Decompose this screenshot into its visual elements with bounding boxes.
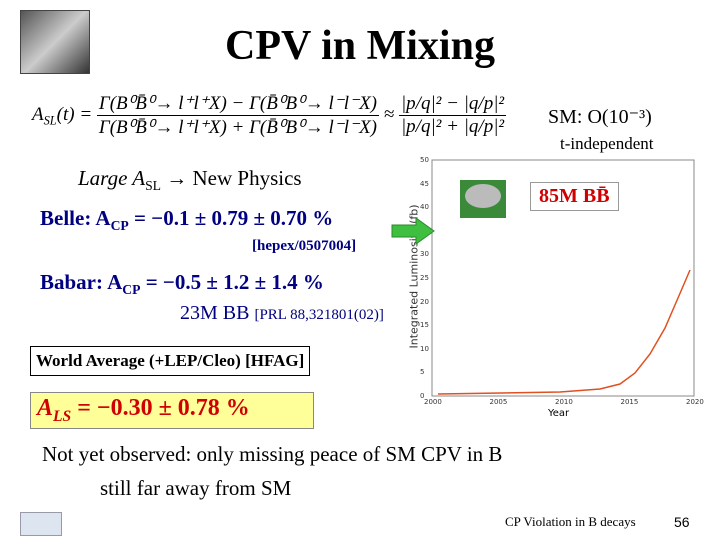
sm-note: t-independent — [560, 134, 654, 153]
result: ALS = −0.30 ± 0.78 % — [30, 392, 314, 429]
numerator: Γ(B⁰B̄⁰→ l⁺l⁺X) − Γ(B̄⁰B⁰→ l⁻l⁻X) — [96, 93, 380, 116]
babar: Babar: ACP = −0.5 ± 1.2 ± 1.4 % — [40, 270, 324, 298]
badge: 85M BB̄ — [530, 182, 619, 211]
plot-x-label: Year — [548, 408, 570, 419]
y-tick-label: 50 — [420, 156, 429, 164]
footer-text: CP Violation in B decays — [505, 514, 636, 529]
y-tick-label: 20 — [420, 297, 429, 306]
y-tick-label: 10 — [420, 344, 429, 353]
result-label: A — [37, 395, 54, 421]
babar-sample-text: 23M BB — [180, 302, 250, 324]
y-tick-label: 0 — [420, 392, 425, 400]
babar-label: Babar: A — [40, 270, 123, 294]
belle-value: = −0.1 ± 0.79 ± 0.70 % — [128, 206, 334, 230]
fraction: Γ(B⁰B̄⁰→ l⁺l⁺X) − Γ(B̄⁰B⁰→ l⁻l⁻X) Γ(B⁰B̄⁰… — [96, 92, 380, 139]
belle-label: Belle: A — [40, 206, 111, 230]
luminosity-curve — [437, 269, 691, 395]
y-tick-label: 45 — [420, 179, 429, 188]
arrow — [391, 217, 435, 245]
ratio-denominator: |p/q|² + |q/p|² — [400, 116, 505, 137]
large-rest: → New Physics — [161, 166, 302, 190]
x-tick-label: 2015 — [620, 398, 639, 406]
babar-ref: [PRL 88,321801(02)] — [254, 307, 384, 323]
large-a: Large A — [78, 166, 146, 190]
conclusion-1: Not yet observed: only missing peace of … — [42, 442, 503, 466]
belle-ref: [hepex/0507004] — [252, 238, 357, 254]
babar-value: = −0.5 ± 1.2 ± 1.4 % — [140, 270, 324, 294]
result-sub: LS — [53, 407, 72, 425]
formula: ASL(t) = Γ(B⁰B̄⁰→ l⁺l⁺X) − Γ(B̄⁰B⁰→ l⁻l⁻… — [32, 92, 507, 139]
babar-sub: CP — [122, 282, 141, 298]
x-tick-label: 2005 — [489, 398, 508, 406]
y-tick-label: 15 — [420, 321, 429, 330]
mascot-body — [465, 184, 501, 208]
belle: Belle: ACP = −0.1 ± 0.79 ± 0.70 % — [40, 206, 333, 234]
x-tick-label: 2020 — [686, 398, 704, 406]
babar-sample: 23M BB [PRL 88,321801(02)] — [180, 302, 384, 325]
ratio-numerator: |p/q|² − |q/p|² — [398, 93, 507, 116]
belle-sub: CP — [110, 218, 129, 234]
y-tick-label: 5 — [420, 368, 425, 377]
world-average: World Average (+LEP/Cleo) [HFAG] — [30, 346, 311, 376]
formula-lhs: A — [32, 103, 44, 125]
formula-lhs-arg: (t) = — [56, 103, 93, 125]
x-tick-label: 2000 — [424, 398, 442, 406]
result-value: = −0.30 ± 0.78 % — [71, 395, 250, 421]
approx: ≈ — [383, 103, 395, 125]
formula-lhs-sub: SL — [43, 113, 57, 128]
logo — [20, 10, 90, 74]
arrow-shape — [391, 217, 435, 245]
conclusion-2: still far away from SM — [100, 476, 292, 500]
large-sub: SL — [145, 178, 162, 194]
footer-logo — [20, 512, 62, 536]
large-asl: Large ASL → New Physics — [78, 166, 302, 194]
denominator: Γ(B⁰B̄⁰→ l⁺l⁺X) + Γ(B̄⁰B⁰→ l⁻l⁻X) — [98, 117, 378, 138]
ratio: |p/q|² − |q/p|² |p/q|² + |q/p|² — [398, 93, 507, 138]
x-tick-label: 2010 — [555, 398, 573, 406]
sm-text: SM: O(10⁻³) — [548, 106, 652, 128]
page-number: 56 — [674, 514, 690, 530]
y-tick-label: 30 — [420, 250, 429, 259]
y-tick-label: 40 — [420, 203, 429, 212]
y-tick-label: 25 — [420, 274, 429, 282]
title: CPV in Mixing — [225, 23, 495, 69]
